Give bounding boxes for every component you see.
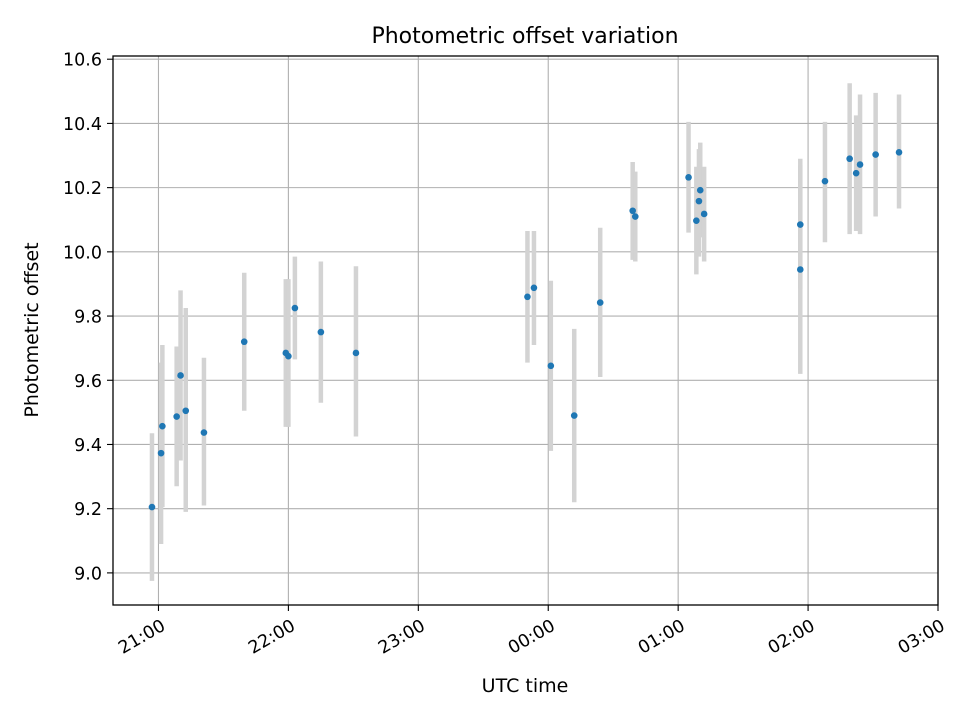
plot-area-frame (112, 55, 939, 606)
data-point (796, 221, 804, 228)
y-tick-label: 10.0 (63, 243, 102, 263)
data-point (685, 174, 692, 181)
data-point (173, 413, 180, 420)
data-point (148, 503, 156, 511)
y-tick-label: 10.6 (63, 51, 102, 71)
y-tick-label: 9.6 (74, 372, 102, 392)
y-tick-label: 10.2 (63, 179, 102, 199)
data-point (200, 429, 208, 436)
data-point (856, 161, 864, 168)
data-point (317, 328, 325, 336)
y-tick-label: 9.0 (74, 564, 102, 584)
y-tick-label: 9.2 (74, 500, 102, 520)
data-point (530, 284, 538, 292)
data-point (696, 186, 704, 194)
data-point (596, 299, 604, 306)
data-point (570, 412, 578, 419)
y-axis-label: Photometric offset (21, 242, 43, 417)
data-point (695, 197, 703, 205)
data-point (693, 217, 700, 224)
chart-title: Photometric offset variation (371, 24, 678, 49)
data-point (291, 304, 299, 312)
data-point (821, 177, 829, 185)
data-point (285, 352, 292, 360)
data-point (846, 155, 853, 163)
data-points (148, 149, 903, 511)
data-point (524, 293, 531, 301)
y-tick-label: 9.4 (74, 436, 102, 456)
data-point (159, 422, 166, 430)
data-point (352, 349, 360, 357)
data-point (547, 362, 555, 370)
y-tick-label: 10.4 (63, 115, 102, 135)
data-point (796, 266, 804, 273)
y-axis: 9.0 9.2 9.4 9.6 9.8 10.0 10.2 10.4 10.6 (63, 51, 113, 584)
data-point (177, 372, 184, 379)
x-axis-label: UTC time (482, 675, 569, 697)
y-tick-label: 9.8 (74, 308, 102, 328)
data-point (631, 213, 639, 220)
data-point (852, 169, 860, 177)
data-point (240, 338, 248, 346)
data-point (872, 151, 879, 158)
data-point (182, 407, 190, 415)
data-point (895, 149, 903, 156)
data-point (157, 449, 165, 457)
data-point (700, 210, 708, 218)
data-point (629, 207, 636, 215)
